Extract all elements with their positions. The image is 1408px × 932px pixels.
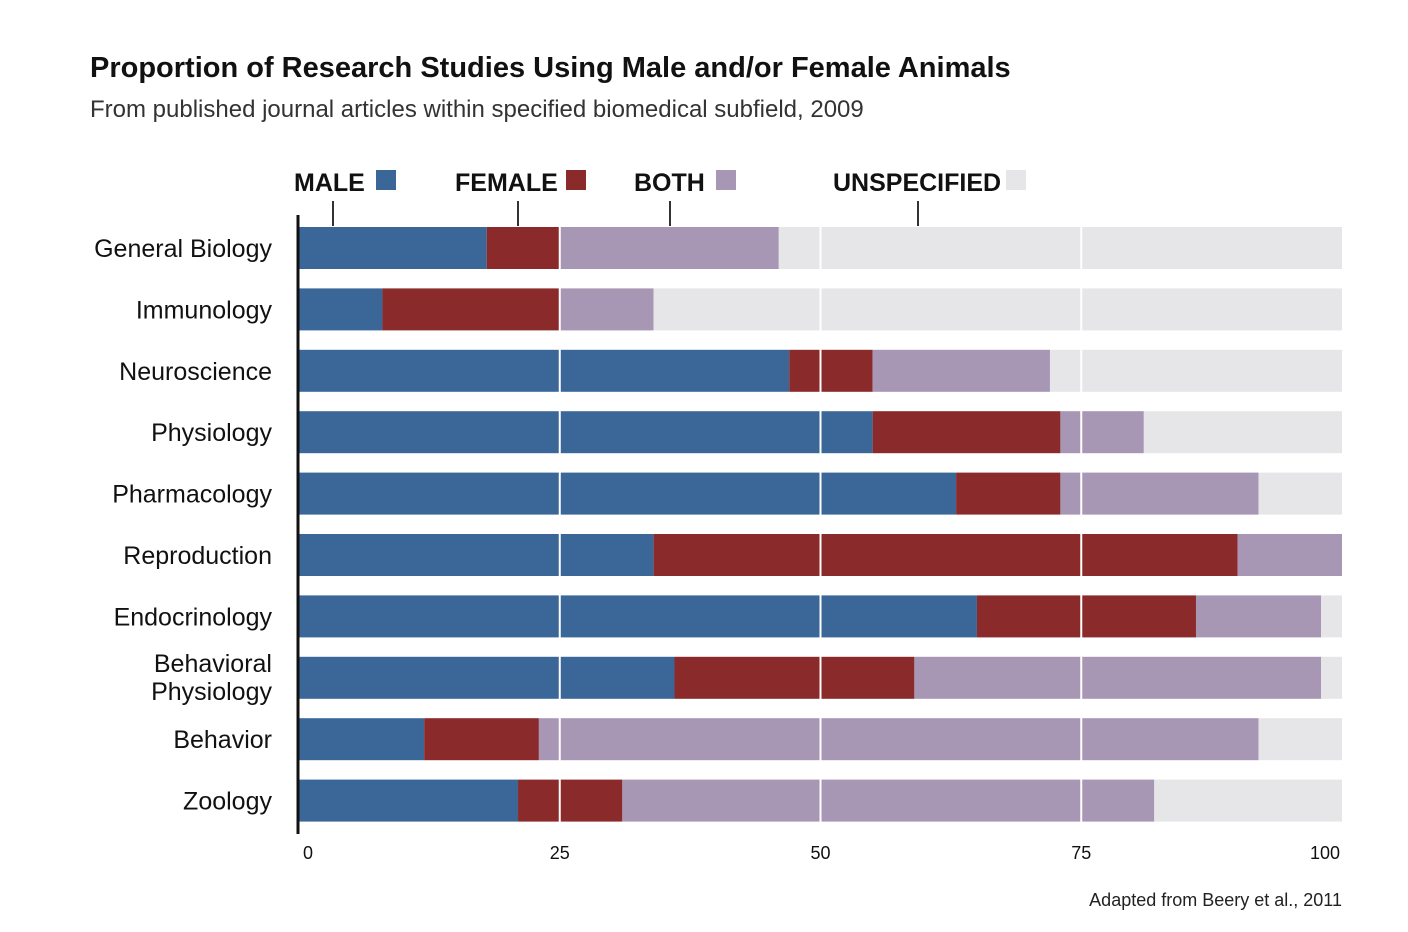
bar-zoology-female xyxy=(518,779,623,822)
category-label-pharmacology: Pharmacology xyxy=(112,481,272,509)
bar-behavior-unspecified xyxy=(1258,718,1342,761)
bar-immunology-both xyxy=(559,288,654,331)
category-label-endocrinology: Endocrinology xyxy=(114,603,273,631)
bar-reproduction-male xyxy=(299,534,654,576)
x-tick-label-100: 100 xyxy=(1310,843,1340,863)
bar-behavioral-physiology-both xyxy=(914,656,1322,699)
bar-behavior-male xyxy=(299,718,425,761)
bar-pharmacology-female xyxy=(956,472,1061,515)
bar-general-biology-both xyxy=(559,227,779,269)
bar-endocrinology-unspecified xyxy=(1321,595,1342,638)
legend-label-female: FEMALE xyxy=(455,169,558,197)
bar-neuroscience-both xyxy=(872,349,1050,392)
bar-behavioral-physiology-female xyxy=(674,656,915,699)
legend-swatch-male xyxy=(376,170,396,190)
bar-zoology-male xyxy=(299,779,519,822)
bar-pharmacology-both xyxy=(1060,472,1259,515)
category-label-line: Behavioral xyxy=(154,650,272,678)
legend-swatch-both xyxy=(716,170,736,190)
bar-immunology-female xyxy=(382,288,560,331)
bar-behavioral-physiology-male xyxy=(299,656,675,699)
bar-behavior-female xyxy=(424,718,539,761)
category-label-immunology: Immunology xyxy=(136,296,273,324)
bar-general-biology-male xyxy=(299,227,487,269)
legend-swatch-female xyxy=(566,170,586,190)
bar-endocrinology-female xyxy=(976,595,1196,638)
x-tick-label-75: 75 xyxy=(1071,843,1091,863)
category-label-physiology: Physiology xyxy=(151,419,272,447)
x-tick-label-0: 0 xyxy=(303,843,313,863)
chart-title: Proportion of Research Studies Using Mal… xyxy=(90,52,1011,84)
category-label-zoology: Zoology xyxy=(183,788,272,816)
category-label-behavioral-physiology: Behavioral Physiology xyxy=(151,650,272,706)
bar-immunology-unspecified xyxy=(653,288,1342,331)
bar-physiology-unspecified xyxy=(1143,411,1342,454)
legend-label-unspecified: UNSPECIFIED xyxy=(833,169,1001,197)
category-label-line: Physiology xyxy=(151,678,272,706)
bar-zoology-unspecified xyxy=(1154,779,1342,822)
x-tick-label-25: 25 xyxy=(550,843,570,863)
bar-neuroscience-unspecified xyxy=(1049,349,1342,392)
bar-behavior-both xyxy=(538,718,1259,761)
bar-immunology-male xyxy=(299,288,383,331)
bar-physiology-both xyxy=(1060,411,1144,454)
bar-behavioral-physiology-unspecified xyxy=(1321,656,1342,699)
bar-pharmacology-unspecified xyxy=(1258,472,1342,515)
chart-subtitle: From published journal articles within s… xyxy=(90,96,864,123)
bar-reproduction-both xyxy=(1237,534,1342,576)
bar-endocrinology-male xyxy=(299,595,977,638)
category-label-neuroscience: Neuroscience xyxy=(119,358,272,386)
bar-physiology-male xyxy=(299,411,873,454)
bar-general-biology-female xyxy=(486,227,560,269)
bar-neuroscience-female xyxy=(789,349,873,392)
source-note: Adapted from Beery et al., 2011 xyxy=(1089,890,1342,910)
category-label-behavior: Behavior xyxy=(173,726,272,754)
legend-label-both: BOTH xyxy=(634,169,705,197)
x-tick-label-50: 50 xyxy=(810,843,830,863)
category-label-reproduction: Reproduction xyxy=(123,542,272,570)
bar-endocrinology-both xyxy=(1195,595,1322,638)
bar-zoology-both xyxy=(622,779,1155,822)
legend-label-male: MALE xyxy=(294,169,365,197)
legend-swatch-unspecified xyxy=(1006,170,1026,190)
category-label-general-biology: General Biology xyxy=(94,235,272,263)
bar-pharmacology-male xyxy=(299,472,957,515)
bar-physiology-female xyxy=(872,411,1061,454)
bar-general-biology-unspecified xyxy=(778,227,1342,269)
bar-neuroscience-male xyxy=(299,349,790,392)
bar-reproduction-female xyxy=(653,534,1238,576)
